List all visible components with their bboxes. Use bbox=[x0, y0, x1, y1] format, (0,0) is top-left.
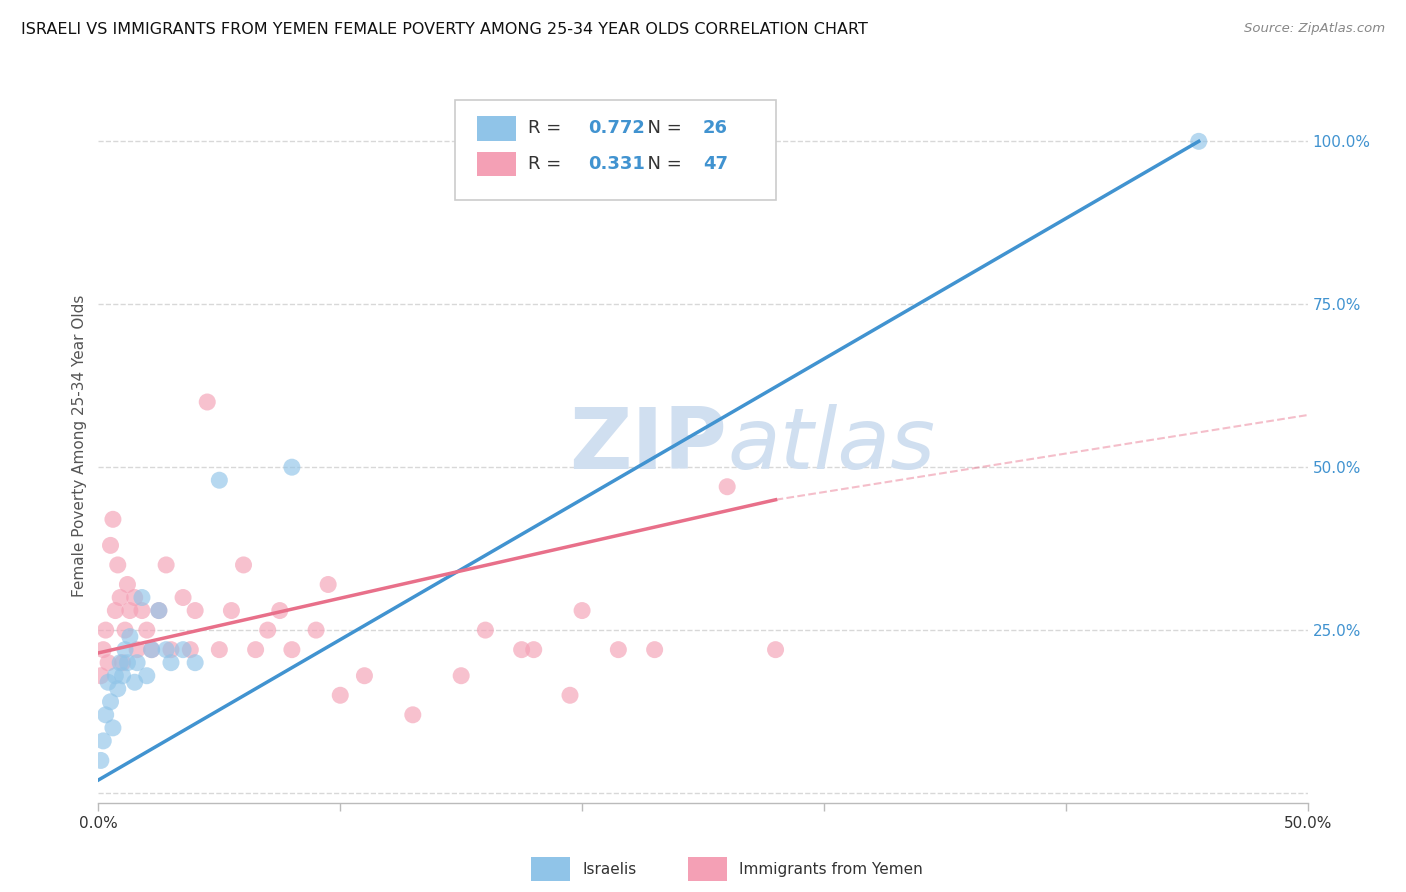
Text: 0.331: 0.331 bbox=[588, 155, 645, 173]
Text: atlas: atlas bbox=[727, 404, 935, 488]
Point bbox=[124, 675, 146, 690]
Point bbox=[104, 669, 127, 683]
Point bbox=[281, 460, 304, 475]
Text: ZIP: ZIP bbox=[569, 404, 727, 488]
Point bbox=[117, 577, 139, 591]
Point bbox=[765, 642, 787, 657]
Point bbox=[131, 603, 153, 617]
Point bbox=[107, 558, 129, 572]
Point bbox=[155, 642, 177, 657]
Point bbox=[148, 603, 170, 617]
Point bbox=[245, 642, 267, 657]
Point bbox=[108, 591, 131, 605]
Point bbox=[155, 558, 177, 572]
Y-axis label: Female Poverty Among 25-34 Year Olds: Female Poverty Among 25-34 Year Olds bbox=[72, 295, 87, 597]
Text: Immigrants from Yemen: Immigrants from Yemen bbox=[740, 862, 922, 877]
Point bbox=[353, 669, 375, 683]
Point bbox=[104, 603, 127, 617]
Point bbox=[184, 603, 207, 617]
Text: 47: 47 bbox=[703, 155, 728, 173]
Text: R =: R = bbox=[527, 120, 567, 137]
Text: ISRAELI VS IMMIGRANTS FROM YEMEN FEMALE POVERTY AMONG 25-34 YEAR OLDS CORRELATIO: ISRAELI VS IMMIGRANTS FROM YEMEN FEMALE … bbox=[21, 22, 868, 37]
Point bbox=[97, 656, 120, 670]
Point bbox=[131, 591, 153, 605]
Point bbox=[474, 623, 496, 637]
Text: N =: N = bbox=[637, 155, 688, 173]
FancyBboxPatch shape bbox=[456, 100, 776, 200]
Point bbox=[179, 642, 201, 657]
Point bbox=[135, 623, 157, 637]
Text: Israelis: Israelis bbox=[582, 862, 637, 877]
Text: Source: ZipAtlas.com: Source: ZipAtlas.com bbox=[1244, 22, 1385, 36]
Point bbox=[184, 656, 207, 670]
Point bbox=[111, 669, 134, 683]
FancyBboxPatch shape bbox=[531, 857, 569, 881]
Point bbox=[118, 603, 141, 617]
Point bbox=[100, 538, 122, 552]
Point bbox=[523, 642, 546, 657]
Point bbox=[195, 395, 218, 409]
Point bbox=[510, 642, 533, 657]
Point bbox=[571, 603, 593, 617]
Point bbox=[141, 642, 163, 657]
Point bbox=[148, 603, 170, 617]
Point bbox=[111, 656, 134, 670]
Point bbox=[607, 642, 630, 657]
Point bbox=[114, 642, 136, 657]
Point bbox=[94, 707, 117, 722]
Point bbox=[91, 734, 114, 748]
FancyBboxPatch shape bbox=[477, 116, 516, 141]
Point bbox=[172, 642, 194, 657]
Point bbox=[450, 669, 472, 683]
Text: 0.772: 0.772 bbox=[588, 120, 645, 137]
Point bbox=[101, 512, 124, 526]
Point bbox=[91, 642, 114, 657]
Point bbox=[101, 721, 124, 735]
Point bbox=[160, 656, 183, 670]
Point bbox=[644, 642, 666, 657]
Point bbox=[281, 642, 304, 657]
FancyBboxPatch shape bbox=[689, 857, 727, 881]
Point bbox=[127, 642, 149, 657]
Point bbox=[256, 623, 278, 637]
Point bbox=[305, 623, 328, 637]
Point bbox=[160, 642, 183, 657]
Point bbox=[100, 695, 122, 709]
Point bbox=[127, 656, 149, 670]
Text: N =: N = bbox=[637, 120, 688, 137]
Point bbox=[94, 623, 117, 637]
Point bbox=[208, 473, 231, 487]
Point bbox=[316, 577, 339, 591]
Point bbox=[269, 603, 291, 617]
Point bbox=[118, 630, 141, 644]
Point bbox=[558, 688, 581, 702]
Point bbox=[172, 591, 194, 605]
Point bbox=[221, 603, 243, 617]
Point bbox=[114, 623, 136, 637]
Point bbox=[1188, 134, 1211, 148]
Point bbox=[117, 656, 139, 670]
Point bbox=[97, 675, 120, 690]
Point bbox=[107, 681, 129, 696]
Point bbox=[208, 642, 231, 657]
Point bbox=[141, 642, 163, 657]
FancyBboxPatch shape bbox=[477, 152, 516, 177]
Point bbox=[90, 669, 112, 683]
Point bbox=[402, 707, 425, 722]
Point bbox=[716, 480, 738, 494]
Point bbox=[232, 558, 254, 572]
Point bbox=[124, 591, 146, 605]
Point bbox=[329, 688, 352, 702]
Point bbox=[108, 656, 131, 670]
Text: 26: 26 bbox=[703, 120, 728, 137]
Point bbox=[90, 754, 112, 768]
Text: R =: R = bbox=[527, 155, 567, 173]
Point bbox=[135, 669, 157, 683]
